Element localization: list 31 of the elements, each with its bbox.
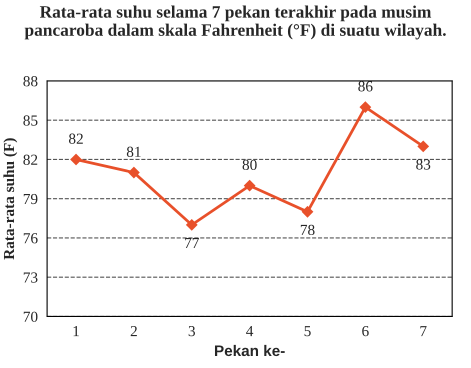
data-label: 78	[300, 224, 315, 236]
x-tick-label: 1	[74, 326, 79, 336]
x-axis-title: Pekan ke-	[214, 344, 285, 356]
point	[360, 102, 371, 113]
x-tick-label: 5	[304, 326, 311, 336]
chart-title: Rata-rata suhu selama 7 pekan terakhir pada musim pancaroba dalam skala Fahrenheit (°F) di suatu wilayah.	[24, 6, 446, 40]
y-tick-label: 82	[23, 154, 38, 165]
y-tick-label: 76	[24, 233, 38, 244]
y-axis-title: Rata-rata suhu (F)	[3, 138, 18, 260]
data-label: 82	[68, 134, 83, 144]
point	[302, 206, 314, 218]
x-tick-label: 4	[246, 326, 254, 336]
y-tick-label: 73	[24, 272, 38, 283]
data-label: 86	[358, 81, 373, 92]
point	[128, 166, 140, 178]
point	[186, 219, 198, 230]
data-label: 77	[185, 238, 199, 248]
y-tick-label: 88	[23, 76, 38, 86]
point	[418, 140, 429, 152]
point	[70, 154, 82, 166]
x-tick-label: 2	[130, 326, 137, 336]
x-tick-label: 7	[420, 326, 427, 336]
data-label: 81	[126, 146, 141, 157]
data-label: 83	[416, 159, 430, 170]
data-label: 80	[242, 160, 257, 170]
x-tick-label: 6	[362, 326, 369, 336]
x-tick-label: 3	[188, 326, 195, 336]
y-tick-label: 70	[24, 312, 38, 322]
y-tick-label: 79	[24, 194, 38, 204]
y-tick-label: 85	[23, 115, 38, 126]
point	[244, 180, 256, 192]
